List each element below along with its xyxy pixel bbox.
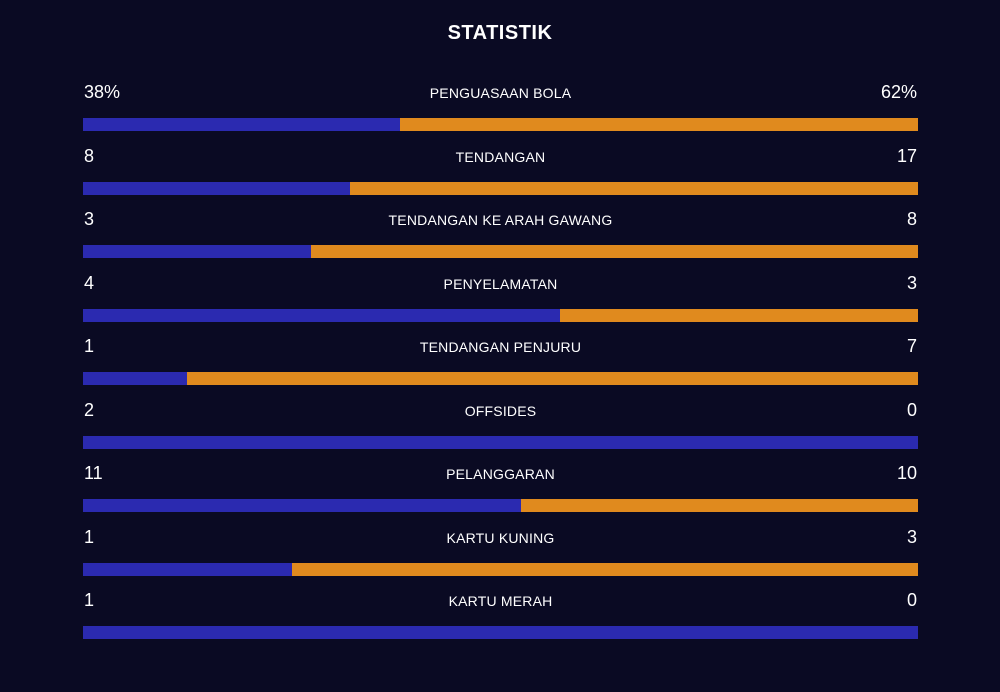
home-share-fill [83, 308, 560, 322]
stat-label: PENYELAMATAN [443, 275, 558, 292]
home-share-fill [83, 499, 521, 512]
stat-bar [83, 626, 918, 639]
stat-label: TENDANGAN [455, 148, 546, 165]
home-share-fill [83, 181, 351, 195]
stat-bar [83, 499, 918, 512]
stat-bar [83, 118, 918, 131]
stat-row: TENDANGAN 8 17 [83, 144, 918, 208]
stat-bar [83, 562, 918, 576]
away-value: 3 [906, 526, 917, 547]
home-share-fill [83, 372, 188, 385]
home-value: 1 [84, 526, 95, 547]
away-value: 10 [896, 463, 917, 483]
stat-label: KARTU MERAH [448, 593, 553, 609]
home-value: 4 [84, 272, 95, 293]
stat-row: KARTU MERAH 1 0 [83, 588, 918, 652]
stat-row: TENDANGAN PENJURU 1 7 [83, 334, 918, 398]
home-share-fill [83, 562, 292, 576]
stat-label: TENDANGAN PENJURU [419, 339, 582, 355]
stats-list: PENGUASAAN BOLA 38% 62% TENDANGAN 8 17 TENDANG… [83, 80, 918, 652]
stat-bar [83, 308, 918, 322]
home-share-fill [83, 626, 918, 639]
stat-row: PENGUASAAN BOLA 38% 62% [83, 80, 918, 144]
stat-bar [83, 435, 918, 449]
stat-bar [83, 372, 918, 385]
away-value: 8 [906, 209, 917, 229]
away-value: 0 [906, 590, 917, 610]
stat-bar [83, 245, 918, 258]
stat-label: KARTU KUNING [446, 529, 555, 546]
home-value: 8 [84, 145, 95, 166]
stat-label: PENGUASAAN BOLA [429, 85, 572, 101]
home-value: 2 [84, 399, 95, 420]
stat-row: PENYELAMATAN 4 3 [83, 271, 918, 335]
home-value: 1 [84, 336, 95, 356]
home-share-fill [83, 118, 401, 131]
stats-title: STATISTIK [447, 22, 553, 44]
stat-label: TENDANGAN KE ARAH GAWANG [388, 212, 613, 228]
away-value: 17 [896, 145, 917, 166]
home-value: 11 [84, 463, 103, 483]
home-share-fill [83, 245, 311, 258]
stat-label: OFFSIDES [464, 402, 537, 419]
stat-label: PELANGGARAN [446, 466, 555, 482]
away-value: 62% [880, 82, 917, 102]
away-value: 3 [906, 272, 917, 293]
home-value: 38% [84, 82, 121, 102]
away-value: 7 [906, 336, 917, 356]
away-value: 0 [906, 399, 917, 420]
stat-row: OFFSIDES 2 0 [83, 398, 918, 462]
stat-row: TENDANGAN KE ARAH GAWANG 3 8 [83, 207, 918, 271]
stat-row: KARTU KUNING 1 3 [83, 525, 918, 589]
home-value: 3 [84, 209, 95, 229]
home-share-fill [83, 435, 918, 449]
stat-bar [83, 181, 918, 195]
home-value: 1 [84, 590, 95, 610]
stat-row: PELANGGARAN 11 10 [83, 461, 918, 525]
